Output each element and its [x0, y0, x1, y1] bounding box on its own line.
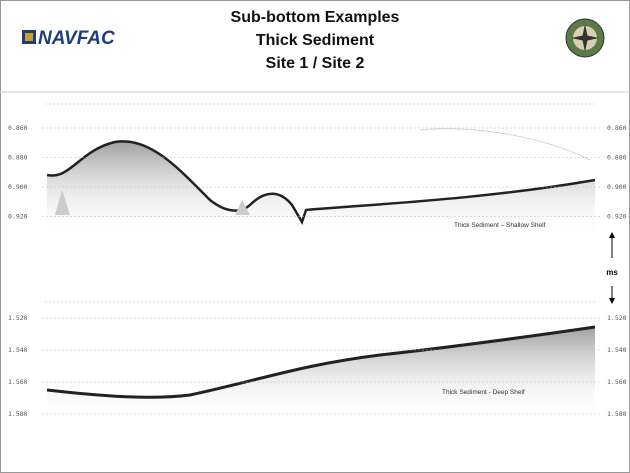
tick-label: 0.900 [8, 183, 28, 191]
tick-label: 1.580 [607, 410, 627, 418]
slide: NAVFAC Sub-bottom Examples Thick Sedimen… [0, 0, 630, 473]
tick-label: 1.520 [8, 314, 28, 322]
title-line: Site 1 / Site 2 [266, 55, 365, 72]
tick-label: 1.560 [607, 378, 627, 386]
tick-label: 0.860 [8, 124, 28, 132]
unit-label: ms [606, 268, 618, 277]
tick-label: 1.520 [607, 314, 627, 322]
title-line: Sub-bottom Examples [231, 9, 400, 26]
tick-label: 1.580 [8, 410, 28, 418]
tick-label: 0.880 [8, 154, 28, 162]
tick-label: 0.920 [8, 213, 28, 221]
panel-label: Thick Sediment - Deep Shelf [442, 389, 525, 396]
tick-label: 0.880 [607, 154, 627, 162]
tick-label: 1.540 [607, 346, 627, 354]
logo-text: NAVFAC [38, 28, 115, 49]
tick-label: 0.920 [607, 213, 627, 221]
tick-label: 0.860 [607, 124, 627, 132]
tick-label: 1.540 [8, 346, 28, 354]
tick-label: 0.900 [607, 183, 627, 191]
tick-label: 1.560 [8, 378, 28, 386]
title-line: Thick Sediment [256, 32, 375, 49]
panel-label: Thick Sediment – Shallow Shelf [454, 222, 546, 229]
seal-logo [566, 19, 604, 57]
